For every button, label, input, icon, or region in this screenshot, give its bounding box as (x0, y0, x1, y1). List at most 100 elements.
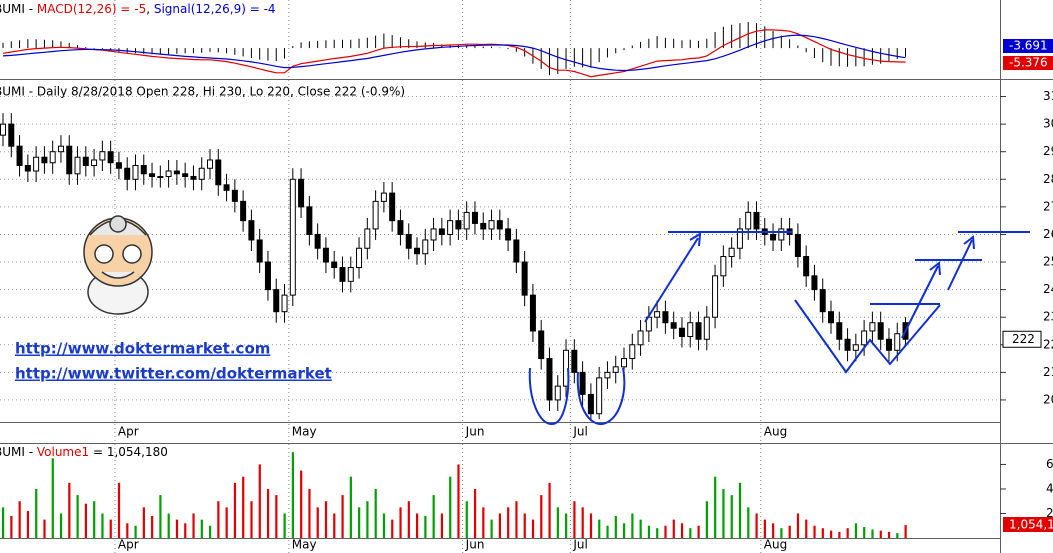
volume-bar (722, 488, 725, 538)
volume-bar (175, 519, 179, 538)
volume-box (1003, 517, 1053, 532)
volume-bar (656, 528, 659, 538)
volume-bar (473, 488, 477, 538)
y-tick-label: 200 (1043, 392, 1053, 406)
volume-bar (192, 513, 195, 538)
mascot (83, 215, 153, 315)
candle-body (745, 211, 752, 230)
candle-body (215, 159, 222, 186)
signal-label: -3.691 (1009, 39, 1048, 53)
volume-last-label: 1,054,180 (1009, 518, 1053, 532)
volume-bar (374, 488, 377, 538)
link[interactable]: http://www.doktermarket.com (15, 340, 270, 358)
cup-right (576, 367, 626, 426)
candle-body (372, 200, 379, 230)
volume-bar (838, 531, 841, 538)
x-tick-label: May (292, 538, 317, 552)
candle-body (49, 151, 56, 164)
candle-body (852, 344, 859, 351)
volume-bar (333, 513, 336, 538)
volume-bar (498, 513, 501, 538)
candle-body (107, 151, 114, 164)
volume-bar (556, 507, 559, 538)
mascot-mirror (109, 215, 127, 233)
mascot-glass (94, 244, 114, 264)
x-tick-label: May (292, 425, 317, 439)
volume-bar (291, 452, 294, 538)
candle-body (91, 159, 98, 167)
volume-bar (308, 488, 311, 538)
candle-body (861, 330, 868, 346)
candle-body (612, 366, 619, 373)
volume-bar (457, 464, 460, 538)
candle-body (207, 159, 213, 169)
link[interactable]: http://www.twitter.com/doktermarket (15, 365, 332, 383)
candle-body (389, 192, 396, 222)
candle-body (546, 358, 553, 401)
volume-bar (2, 507, 5, 538)
candle-body (397, 220, 404, 235)
volume-bar (242, 476, 245, 538)
volume-bar (341, 495, 344, 538)
candle-body (132, 165, 139, 180)
volume-bar (51, 458, 54, 538)
x-tick-label: Jun (465, 425, 485, 439)
volume-bar (349, 476, 352, 538)
volume-bar (26, 511, 30, 538)
candle-body (240, 200, 247, 222)
candle-body (8, 123, 15, 147)
macd-title: BUMI - MACD(12,26) = -5, Signal(12,26,9)… (0, 2, 276, 16)
candle-body (894, 333, 901, 351)
candle-body (99, 151, 106, 161)
candle-body (16, 145, 23, 166)
volume-bar (639, 519, 642, 538)
arrow-head (963, 235, 975, 250)
y-tick-label: 280 (1043, 172, 1053, 186)
volume-bar (407, 501, 410, 538)
volume-bar (573, 501, 576, 538)
candle-body (554, 385, 561, 401)
candle-body (41, 156, 48, 164)
candle-body (157, 176, 164, 179)
y-tick-label: 290 (1043, 144, 1053, 158)
volume-bar (871, 529, 874, 538)
candle-body (728, 247, 735, 258)
volume-bar (846, 528, 849, 538)
volume-bar (904, 525, 907, 538)
trend-arrow (947, 239, 973, 291)
candle-body (256, 239, 263, 263)
volume-bar (159, 495, 162, 538)
y-tick-label: 4,000,000 (1046, 481, 1053, 495)
candle-body (538, 330, 545, 360)
candle-body (405, 233, 412, 249)
y-tick-label: 230 (1043, 310, 1053, 324)
volume-bar (10, 515, 13, 538)
volume-bar (507, 507, 510, 538)
trend-arrow (644, 237, 699, 323)
candle-body (273, 289, 280, 313)
candle-body (281, 294, 288, 313)
volume-bar (399, 507, 402, 538)
y-tick-label: 2,000,000 (1046, 506, 1053, 520)
candle-body (471, 211, 478, 224)
candle-body (521, 261, 528, 296)
volume-bar (43, 519, 46, 538)
candle-body (182, 173, 189, 178)
volume-bar (250, 501, 253, 538)
candle-body (579, 371, 586, 395)
candle-body (712, 275, 719, 318)
volume-bar (689, 528, 692, 538)
signal-box (1003, 39, 1053, 53)
volume-bar (763, 519, 766, 538)
candle-body (629, 344, 636, 360)
volume-bar (854, 523, 858, 538)
candle-body (115, 162, 122, 169)
candle-body (596, 377, 603, 415)
volume-bar (225, 507, 228, 538)
candle-body (828, 311, 834, 324)
x-tick-label: Jul (572, 538, 587, 552)
volume-bar (631, 513, 634, 538)
y-tick-label: 6,000,000 (1046, 457, 1053, 471)
candle-body (480, 222, 487, 230)
volume-bar (449, 476, 452, 538)
